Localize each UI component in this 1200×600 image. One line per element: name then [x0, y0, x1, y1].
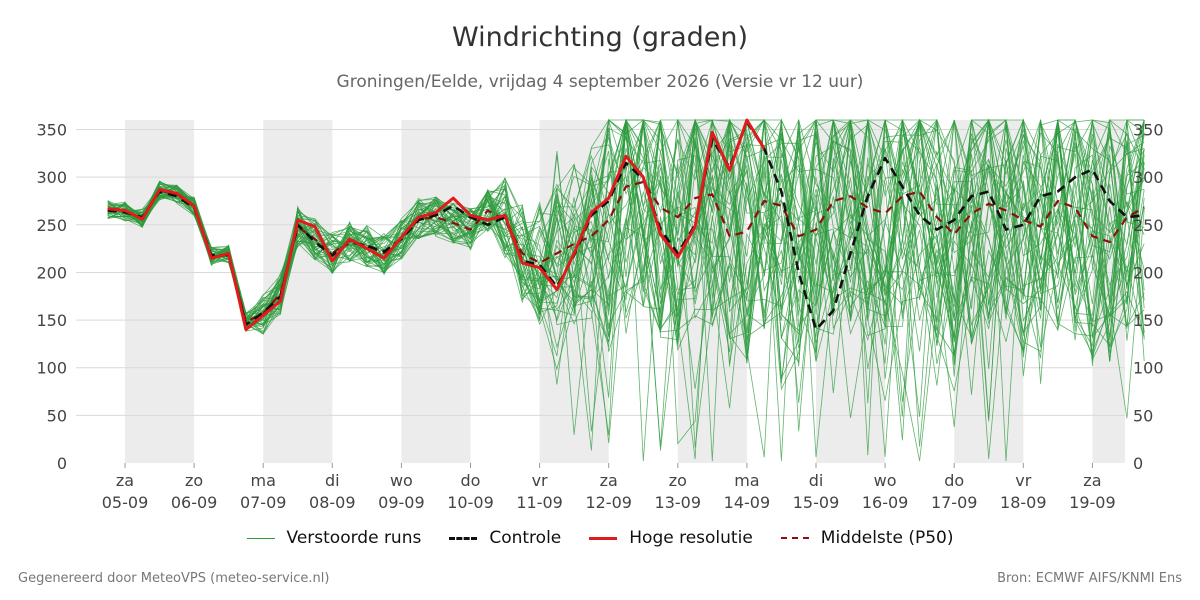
legend-item-median[interactable]: Middelste (P50): [780, 528, 954, 548]
x-tick-date: 10-09: [447, 493, 494, 512]
legend-swatch-control: [449, 536, 478, 540]
x-tick-date: 05-09: [102, 493, 149, 512]
legend-label-high-res: Hoge resolutie: [629, 528, 753, 548]
legend-swatch-high-res: [589, 536, 618, 540]
y-tick-label-left: 50: [47, 406, 67, 425]
y-tick-label-left: 150: [36, 311, 67, 330]
y-tick-label-left: 0: [57, 454, 67, 473]
x-tick-day: vr: [1015, 471, 1031, 490]
x-tick-date: 08-09: [309, 493, 356, 512]
y-tick-label-right: 0: [1133, 454, 1143, 473]
legend-item-control[interactable]: Controle: [449, 528, 561, 548]
y-tick-label-left: 350: [36, 121, 67, 140]
y-tick-label-right: 50: [1133, 406, 1153, 425]
legend-label-ensemble: Verstoorde runs: [286, 528, 422, 548]
x-tick-date: 17-09: [931, 493, 978, 512]
x-tick-day: zo: [185, 471, 203, 490]
legend-item-high-res[interactable]: Hoge resolutie: [589, 528, 753, 548]
ensemble-member-line: [107, 119, 1145, 395]
x-tick-day: za: [116, 471, 134, 490]
x-tick-day: ma: [734, 471, 759, 490]
series-line-high-res: [107, 118, 766, 332]
legend-label-median: Middelste (P50): [820, 528, 954, 548]
ensemble-member-line: [107, 118, 1145, 432]
x-tick-day: do: [461, 471, 481, 490]
y-tick-label-right: 150: [1133, 311, 1164, 330]
x-tick-date: 07-09: [240, 493, 287, 512]
x-tick-date: 06-09: [171, 493, 218, 512]
y-tick-label-right: 350: [1133, 121, 1164, 140]
x-tick-day: wo: [390, 471, 413, 490]
x-tick-date: 16-09: [862, 493, 909, 512]
x-tick-day: di: [325, 471, 340, 490]
x-tick-day: do: [944, 471, 964, 490]
ensemble-member-line: [107, 118, 1145, 432]
day-band: [401, 120, 471, 463]
x-tick-date: 09-09: [378, 493, 425, 512]
x-tick-date: 18-09: [1000, 493, 1047, 512]
x-tick-date: 11-09: [516, 493, 563, 512]
x-tick-day: zo: [669, 471, 687, 490]
x-tick-date: 12-09: [585, 493, 632, 512]
y-tick-label-right: 100: [1133, 359, 1164, 378]
footer-generator: Gegenereerd door MeteoVPS (meteo-service…: [18, 571, 330, 586]
x-tick-day: za: [1083, 471, 1101, 490]
ensemble-member-line: [107, 119, 1145, 364]
x-tick-day: za: [600, 471, 618, 490]
legend-swatch-ensemble: [246, 537, 275, 539]
x-tick-day: vr: [532, 471, 548, 490]
y-tick-label-right: 200: [1133, 263, 1164, 282]
chart-title: Windrichting (graden): [451, 22, 749, 53]
day-band: [125, 120, 195, 463]
y-tick-label-left: 100: [36, 359, 67, 378]
x-tick-date: 15-09: [793, 493, 840, 512]
legend-item-ensemble[interactable]: Verstoorde runs: [246, 528, 422, 548]
y-tick-label-right: 250: [1133, 216, 1164, 235]
x-tick-date: 14-09: [724, 493, 771, 512]
x-tick-date: 13-09: [655, 493, 702, 512]
chart-subtitle: Groningen/Eelde, vrijdag 4 september 202…: [336, 72, 864, 92]
y-tick-label-left: 250: [36, 216, 67, 235]
series-line-median: [107, 180, 1145, 324]
footer-source: Bron: ECMWF AIFS/KNMI Ens: [997, 571, 1182, 586]
x-tick-day: wo: [874, 471, 897, 490]
legend-label-control: Controle: [489, 528, 562, 548]
ensemble-member-line: [107, 119, 1145, 404]
x-tick-day: ma: [251, 471, 276, 490]
y-tick-label-right: 300: [1133, 168, 1164, 187]
ensemble-member-line: [107, 119, 1145, 366]
x-tick-date: 19-09: [1069, 493, 1116, 512]
legend-swatch-median: [780, 537, 809, 539]
x-tick-day: di: [809, 471, 824, 490]
y-tick-label-left: 300: [36, 168, 67, 187]
legend: Verstoorde runs Controle Hoge resolutie …: [0, 528, 1200, 548]
y-tick-label-left: 200: [36, 263, 67, 282]
